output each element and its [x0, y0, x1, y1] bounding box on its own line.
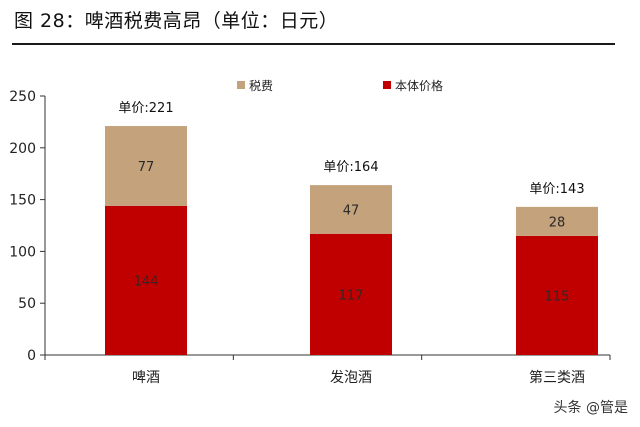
legend-label: 税费 [249, 79, 273, 93]
bar-base-price [105, 205, 187, 355]
x-tick-label: 第三类酒 [529, 369, 585, 386]
bars: 144 77 单价:221 117 47 单价:164 115 28 单价:143 [105, 101, 598, 355]
y-tick-label: 200 [9, 141, 36, 157]
bar-base-price [310, 233, 392, 355]
bar-tax-value-label: 28 [549, 215, 566, 230]
bar-total-label: 单价:164 [323, 160, 378, 175]
bar-base-price [516, 235, 598, 355]
bar-base-value-label: 117 [339, 288, 364, 303]
figure-title: 图 28：啤酒税费高昂（单位：日元） [14, 10, 339, 32]
x-tick-label: 啤酒 [132, 370, 160, 386]
y-tick-label: 100 [9, 244, 36, 260]
y-axis: 0 50 100 150 200 250 [9, 89, 46, 364]
y-tick-label: 0 [27, 348, 36, 364]
legend: 税费 本体价格 [237, 78, 443, 93]
bar-tax [105, 126, 187, 206]
bar-base-value-label: 115 [545, 289, 570, 304]
bar-total-label: 单价:143 [529, 182, 584, 197]
bar-tax-value-label: 77 [138, 160, 155, 175]
y-tick-label: 150 [9, 193, 36, 209]
title-divider [12, 43, 615, 45]
x-axis: 啤酒 发泡酒 第三类酒 [44, 354, 611, 386]
bar-tax-value-label: 47 [343, 203, 360, 218]
y-tick-label: 250 [9, 89, 36, 105]
watermark: 头条 @管是 [553, 400, 628, 416]
y-tick-label: 50 [18, 296, 36, 312]
bar-base-value-label: 144 [134, 274, 159, 289]
bar-total-label: 单价:221 [118, 101, 173, 116]
legend-swatch [237, 81, 245, 89]
x-tick-label: 发泡酒 [330, 370, 372, 386]
legend-label: 本体价格 [395, 78, 443, 93]
legend-swatch [383, 81, 391, 89]
bar-tax [516, 206, 598, 236]
bar-tax [310, 185, 392, 234]
